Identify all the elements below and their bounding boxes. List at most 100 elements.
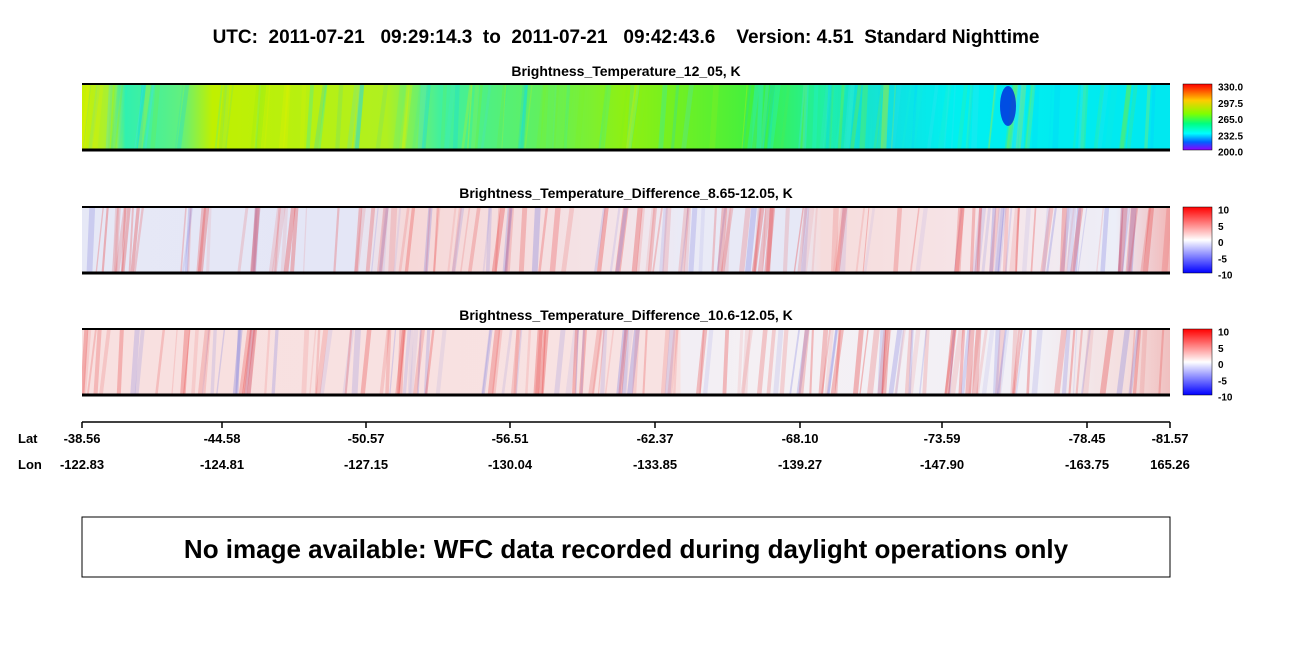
panel-streak xyxy=(845,84,856,150)
panel-streak xyxy=(600,84,608,150)
panel-streak xyxy=(890,84,902,150)
panel-streak xyxy=(1096,207,1105,273)
panel-streak xyxy=(767,84,781,150)
panel-title: Brightness_Temperature_12_05, K xyxy=(511,63,740,79)
panel-streak xyxy=(908,329,921,395)
panel-streak xyxy=(416,329,422,395)
panel-streak xyxy=(755,84,764,150)
panel-streak xyxy=(271,207,286,273)
panel-streak xyxy=(181,207,194,273)
panel-streak xyxy=(766,329,776,395)
panel-streak xyxy=(538,207,549,273)
panel-streak xyxy=(525,329,532,395)
panel-streak xyxy=(888,329,903,395)
panel-streak xyxy=(578,329,587,395)
colorbar-label: 0 xyxy=(1218,238,1224,249)
panel-streak xyxy=(423,329,431,395)
panel-streak xyxy=(182,329,191,395)
panel-streak xyxy=(894,329,905,395)
panel-streak xyxy=(782,207,790,273)
panel-streak xyxy=(965,329,975,395)
panel-streak xyxy=(305,84,315,150)
panel-streak xyxy=(709,84,720,150)
panel-streak xyxy=(818,329,829,395)
panel-streak xyxy=(250,207,261,273)
panel-streak xyxy=(756,329,768,395)
panel-streak xyxy=(424,329,435,395)
panel-streak xyxy=(837,84,852,150)
panel-streak xyxy=(989,207,997,273)
panel-streak xyxy=(398,207,410,273)
panel-streak xyxy=(1095,84,1110,150)
panel-streak xyxy=(953,207,963,273)
panel-streak xyxy=(1024,84,1033,150)
panel-streak xyxy=(660,329,671,395)
panel-streak xyxy=(989,207,1000,273)
panel-title: Brightness_Temperature_Difference_10.6-1… xyxy=(459,307,793,323)
panel-streak xyxy=(659,207,668,273)
panel-streak xyxy=(574,84,586,150)
panel-streak xyxy=(1099,329,1115,395)
panel-streak xyxy=(214,84,223,150)
panel-streak xyxy=(517,84,529,150)
panel-streak xyxy=(1140,207,1152,273)
panel-streak xyxy=(1077,207,1088,273)
colorbar xyxy=(1182,83,1213,151)
panel-streak xyxy=(824,329,834,395)
panel-streak xyxy=(1065,207,1075,273)
panel-streak xyxy=(698,207,706,273)
panel-streak xyxy=(241,329,256,395)
panel-streak xyxy=(174,84,184,150)
panel-streak xyxy=(133,207,145,273)
panel-streak xyxy=(263,84,271,150)
panel-streak xyxy=(667,329,679,395)
panel-streak xyxy=(197,329,210,395)
panel-streak xyxy=(496,84,509,150)
panel-streak xyxy=(216,329,226,395)
lat-value: -68.10 xyxy=(782,431,819,446)
panel-streak xyxy=(852,329,864,395)
panel-streak xyxy=(1059,207,1067,273)
panel-streak xyxy=(1009,207,1021,273)
panel-streak xyxy=(949,329,965,395)
panel-streak xyxy=(575,329,579,395)
panel-streak xyxy=(549,207,561,273)
panel-streak xyxy=(515,329,523,395)
panel-streak xyxy=(1010,84,1024,150)
panel-streak xyxy=(451,207,465,273)
panel-streak xyxy=(849,84,862,150)
panel-streak xyxy=(393,207,402,273)
panel-streak xyxy=(1142,207,1155,273)
panel-streak xyxy=(716,207,727,273)
panel-streak xyxy=(766,84,776,150)
panel-streak xyxy=(621,329,630,395)
panel-streak xyxy=(113,207,121,273)
lon-value: -127.15 xyxy=(344,457,388,472)
panel-streak xyxy=(520,84,528,150)
panel-streak xyxy=(210,329,217,395)
panel-streak xyxy=(737,329,744,395)
panel-streak xyxy=(397,329,405,395)
panel-streak xyxy=(1021,207,1031,273)
panel-streak xyxy=(398,329,406,395)
panel-streak xyxy=(799,84,808,150)
panel-streak xyxy=(257,84,268,150)
panel-streak xyxy=(974,207,983,273)
panel-streak xyxy=(881,329,892,395)
panel-streak xyxy=(1018,84,1027,150)
panel-streak xyxy=(988,84,996,150)
panel-streak xyxy=(711,207,718,273)
panel-streak xyxy=(793,207,805,273)
panel-streak xyxy=(1072,329,1078,395)
panel-streak xyxy=(1150,84,1156,150)
panel-image xyxy=(82,329,1170,395)
panel-streak xyxy=(580,329,586,395)
panel-streak xyxy=(625,84,640,150)
lon-value: -124.81 xyxy=(200,457,244,472)
panel-streak xyxy=(1104,84,1118,150)
panel-streak xyxy=(301,329,310,395)
panel-streak xyxy=(741,329,751,395)
panel-streak xyxy=(958,329,966,395)
panel-streak xyxy=(647,207,658,273)
panel-streak xyxy=(849,84,859,150)
